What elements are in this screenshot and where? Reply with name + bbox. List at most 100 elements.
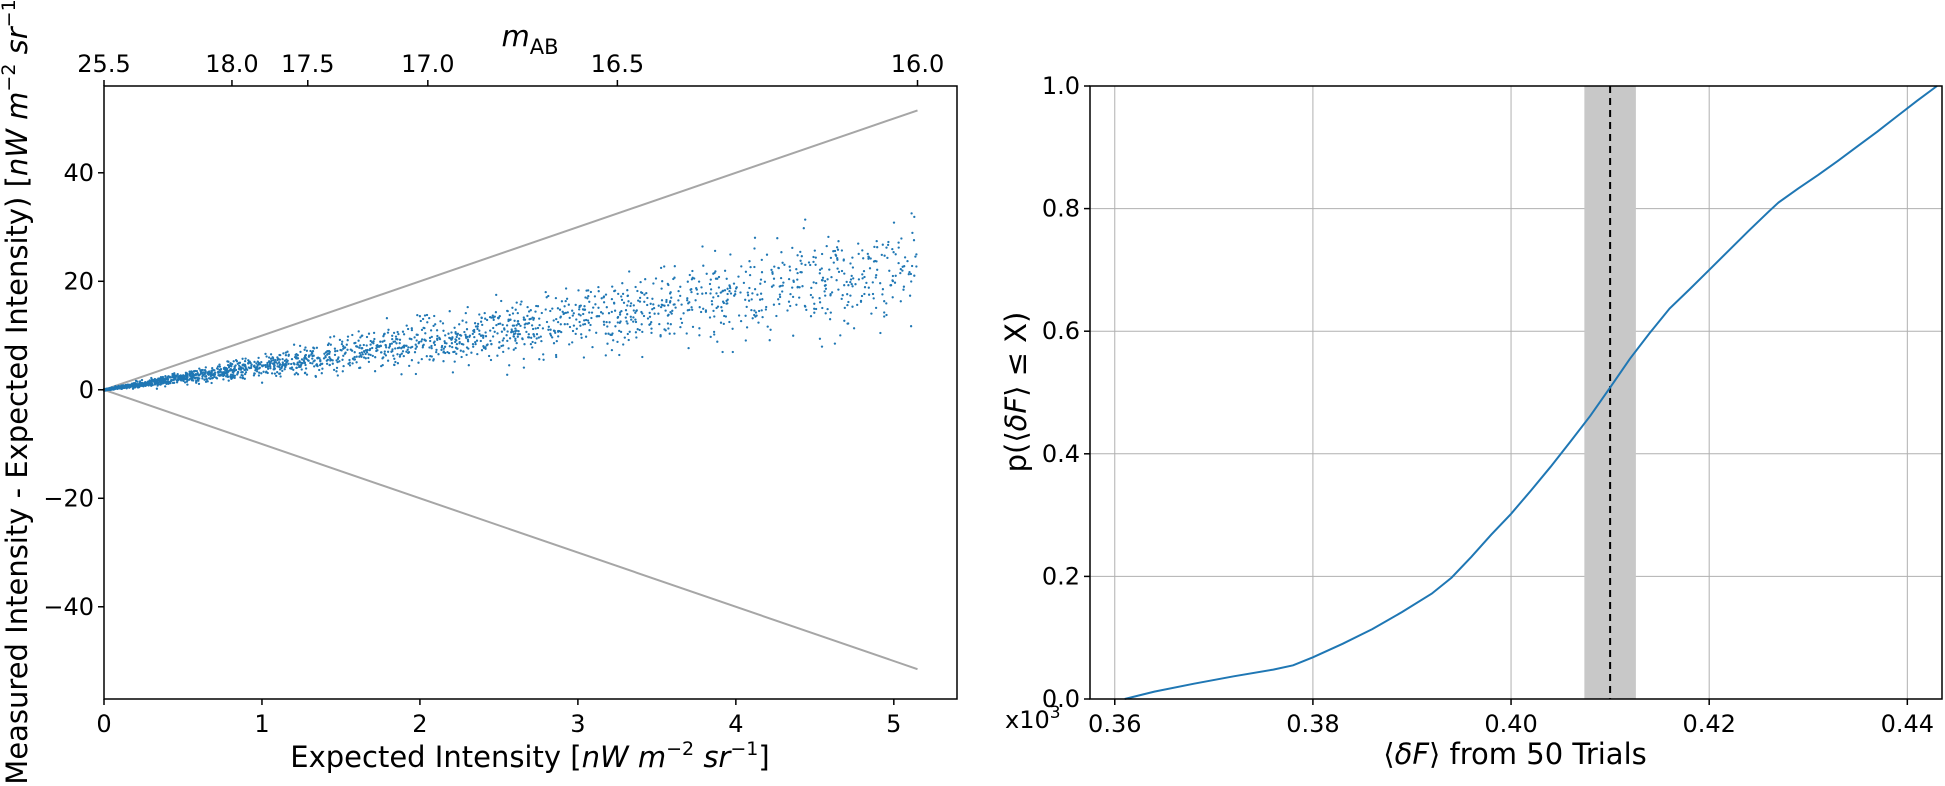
scatter-point xyxy=(677,289,680,293)
scatter-point xyxy=(440,344,444,348)
scatter-point xyxy=(149,380,152,383)
scatter-point xyxy=(314,375,318,378)
scatter-point xyxy=(863,275,866,279)
scatter-x-tick-label: 3 xyxy=(570,710,585,738)
scatter-point xyxy=(132,383,136,387)
scatter-point xyxy=(435,350,438,354)
scatter-point xyxy=(286,359,289,362)
scatter-point xyxy=(599,311,603,314)
scatter-point xyxy=(705,272,708,275)
scatter-point xyxy=(698,306,701,309)
scatter-point xyxy=(396,362,400,365)
scatter-point xyxy=(326,343,330,347)
scatter-point xyxy=(529,309,532,312)
scatter-point xyxy=(383,350,386,353)
scatter-point xyxy=(835,246,839,249)
scatter-point xyxy=(903,256,907,259)
scatter-point xyxy=(321,367,324,370)
scatter-point xyxy=(636,328,639,331)
scatter-point xyxy=(663,304,666,307)
scatter-point xyxy=(753,313,756,317)
scatter-point xyxy=(496,354,499,357)
scatter-point xyxy=(281,357,284,361)
scatter-point xyxy=(688,273,691,277)
scatter-point xyxy=(372,331,376,335)
scatter-point xyxy=(796,285,799,289)
scatter-point xyxy=(728,284,731,287)
scatter-point xyxy=(402,354,405,358)
scatter-point xyxy=(887,240,890,244)
scatter-point xyxy=(514,308,517,311)
scatter-point xyxy=(321,362,324,365)
scatter-point xyxy=(296,357,300,360)
scatter-point xyxy=(364,352,367,356)
scatter-point xyxy=(303,361,306,364)
scatter-point xyxy=(763,280,767,283)
scatter-point xyxy=(812,260,815,264)
scatter-point xyxy=(810,286,813,290)
scatter-point xyxy=(723,269,727,272)
scatter-point xyxy=(539,335,542,338)
scatter-point xyxy=(534,310,537,313)
scatter-point xyxy=(341,358,344,361)
scatter-plot-frame xyxy=(103,85,958,700)
scatter-point xyxy=(557,335,560,338)
scatter-point xyxy=(501,323,504,327)
scatter-point xyxy=(479,320,483,323)
scatter-point xyxy=(476,352,479,356)
cdf-y-tick-label: 0.0 xyxy=(1042,685,1080,713)
scatter-point xyxy=(531,327,535,331)
scatter-point xyxy=(172,378,176,381)
scatter-point xyxy=(128,385,132,389)
scatter-point xyxy=(222,378,225,381)
scatter-point xyxy=(273,372,277,375)
scatter-point xyxy=(818,297,821,300)
scatter-point xyxy=(650,331,653,335)
scatter-point xyxy=(385,346,388,349)
scatter-point xyxy=(798,286,801,289)
scatter-point xyxy=(665,298,668,302)
scatter-point xyxy=(202,371,205,374)
scatter-point xyxy=(644,278,647,281)
scatter-point xyxy=(540,339,543,343)
scatter-point xyxy=(648,311,651,315)
scatter-point xyxy=(715,292,718,295)
scatter-point xyxy=(635,336,638,339)
scatter-point xyxy=(444,334,447,337)
scatter-point xyxy=(367,332,371,335)
scatter-point xyxy=(235,360,239,363)
scatter-point xyxy=(737,275,740,278)
scatter-point xyxy=(224,369,227,372)
scatter-point xyxy=(275,374,278,378)
scatter-point xyxy=(470,351,473,354)
scatter-point xyxy=(894,253,897,256)
scatter-point xyxy=(278,365,281,369)
scatter-point xyxy=(248,360,251,363)
scatter-point xyxy=(836,258,839,261)
scatter-point xyxy=(574,332,577,336)
scatter-point xyxy=(659,266,663,270)
scatter-point xyxy=(813,302,816,305)
scatter-point xyxy=(241,357,244,360)
scatter-point xyxy=(862,257,865,260)
scatter-point xyxy=(391,348,394,351)
scatter-point xyxy=(696,292,699,296)
scatter-point xyxy=(679,325,682,329)
scatter-point xyxy=(367,356,370,360)
scatter-point xyxy=(372,342,375,345)
scatter-point xyxy=(623,336,626,339)
scatter-point xyxy=(262,364,265,367)
scatter-point xyxy=(460,355,463,359)
scatter-point xyxy=(579,304,582,307)
scatter-point xyxy=(397,332,400,336)
scatter-point xyxy=(833,342,837,345)
scatter-point xyxy=(430,355,433,358)
scatter-point xyxy=(560,330,563,334)
scatter-point xyxy=(605,306,608,309)
scatter-point xyxy=(454,346,458,349)
scatter-point xyxy=(204,370,207,373)
scatter-point xyxy=(653,312,656,315)
scatter-point xyxy=(751,292,754,295)
scatter-point xyxy=(709,288,713,291)
scatter-point xyxy=(198,367,201,370)
